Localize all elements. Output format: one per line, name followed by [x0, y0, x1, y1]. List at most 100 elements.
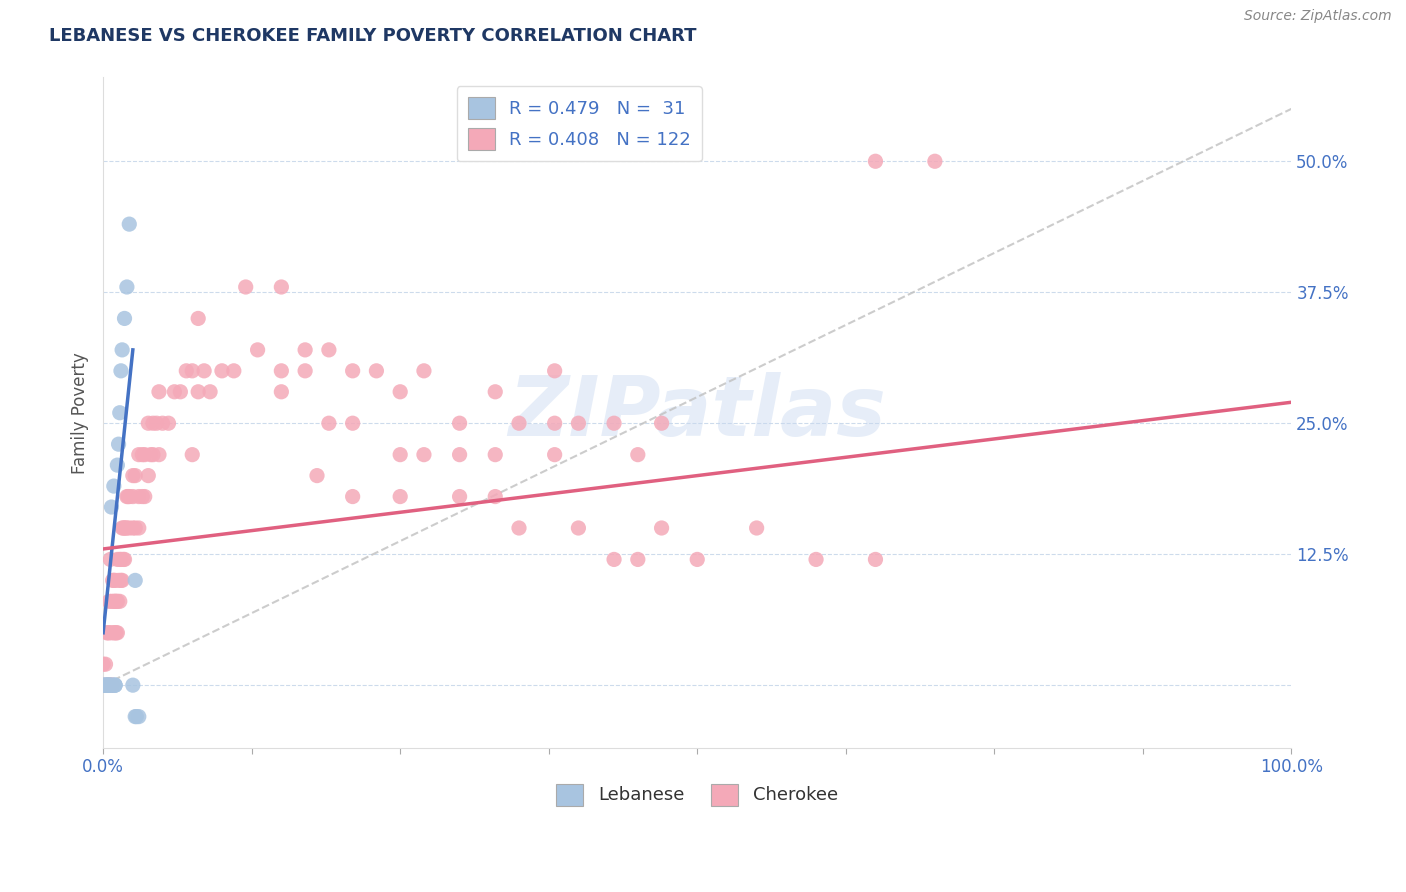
Point	[112, 552, 135, 566]
Point	[342, 364, 364, 378]
Point	[627, 448, 650, 462]
Point	[115, 490, 138, 504]
Point	[318, 416, 340, 430]
Point	[508, 416, 530, 430]
Point	[96, 625, 118, 640]
Point	[222, 364, 245, 378]
Point	[449, 448, 471, 462]
Point	[111, 521, 134, 535]
Point	[98, 678, 121, 692]
Point	[105, 625, 128, 640]
Point	[111, 343, 134, 357]
Text: ZIPatlas: ZIPatlas	[509, 372, 886, 453]
Point	[651, 521, 673, 535]
Point	[114, 521, 136, 535]
Point	[413, 448, 436, 462]
Point	[97, 678, 120, 692]
Point	[389, 384, 412, 399]
Point	[145, 416, 167, 430]
Point	[136, 468, 159, 483]
Point	[91, 678, 114, 692]
Point	[94, 678, 117, 692]
Point	[101, 678, 124, 692]
Point	[97, 678, 120, 692]
Point	[91, 657, 114, 672]
Point	[484, 448, 506, 462]
Point	[567, 416, 589, 430]
Point	[118, 490, 141, 504]
Point	[128, 709, 150, 723]
Point	[97, 678, 120, 692]
Point	[603, 416, 626, 430]
Point	[235, 280, 257, 294]
Point	[651, 416, 673, 430]
Point	[270, 364, 292, 378]
Point	[142, 448, 165, 462]
Point	[270, 384, 292, 399]
Point	[148, 448, 170, 462]
Point	[98, 678, 121, 692]
Point	[96, 678, 118, 692]
Point	[246, 343, 269, 357]
Point	[211, 364, 233, 378]
Point	[104, 678, 127, 692]
Point	[100, 625, 122, 640]
Point	[152, 416, 174, 430]
Point	[96, 678, 118, 692]
Point	[107, 437, 129, 451]
Point	[118, 521, 141, 535]
Point	[105, 552, 128, 566]
Point	[187, 311, 209, 326]
Point	[100, 500, 122, 514]
Point	[124, 574, 146, 588]
Point	[111, 574, 134, 588]
Point	[103, 625, 125, 640]
Point	[124, 521, 146, 535]
Point	[104, 625, 127, 640]
Point	[98, 594, 121, 608]
Point	[101, 678, 124, 692]
Point	[112, 521, 135, 535]
Point	[139, 448, 162, 462]
Point	[114, 311, 136, 326]
Point	[366, 364, 388, 378]
Point	[131, 490, 153, 504]
Point	[142, 416, 165, 430]
Point	[543, 416, 565, 430]
Point	[121, 490, 143, 504]
Point	[294, 364, 316, 378]
Point	[865, 552, 887, 566]
Point	[104, 574, 127, 588]
Point	[543, 448, 565, 462]
Point	[136, 416, 159, 430]
Point	[924, 154, 946, 169]
Point	[114, 521, 136, 535]
Point	[98, 678, 121, 692]
Point	[198, 384, 221, 399]
Point	[115, 280, 138, 294]
Point	[294, 343, 316, 357]
Point	[134, 448, 156, 462]
Point	[125, 709, 148, 723]
Point	[108, 552, 131, 566]
Point	[98, 625, 121, 640]
Point	[104, 594, 127, 608]
Point	[100, 678, 122, 692]
Point	[98, 552, 121, 566]
Point	[804, 552, 827, 566]
Point	[865, 154, 887, 169]
Point	[193, 364, 215, 378]
Point	[176, 364, 198, 378]
Point	[131, 448, 153, 462]
Point	[105, 594, 128, 608]
Point	[94, 657, 117, 672]
Point	[163, 384, 186, 399]
Point	[105, 625, 128, 640]
Point	[389, 490, 412, 504]
Point	[484, 490, 506, 504]
Point	[104, 678, 127, 692]
Point	[342, 416, 364, 430]
Point	[745, 521, 768, 535]
Point	[94, 678, 117, 692]
Point	[389, 448, 412, 462]
